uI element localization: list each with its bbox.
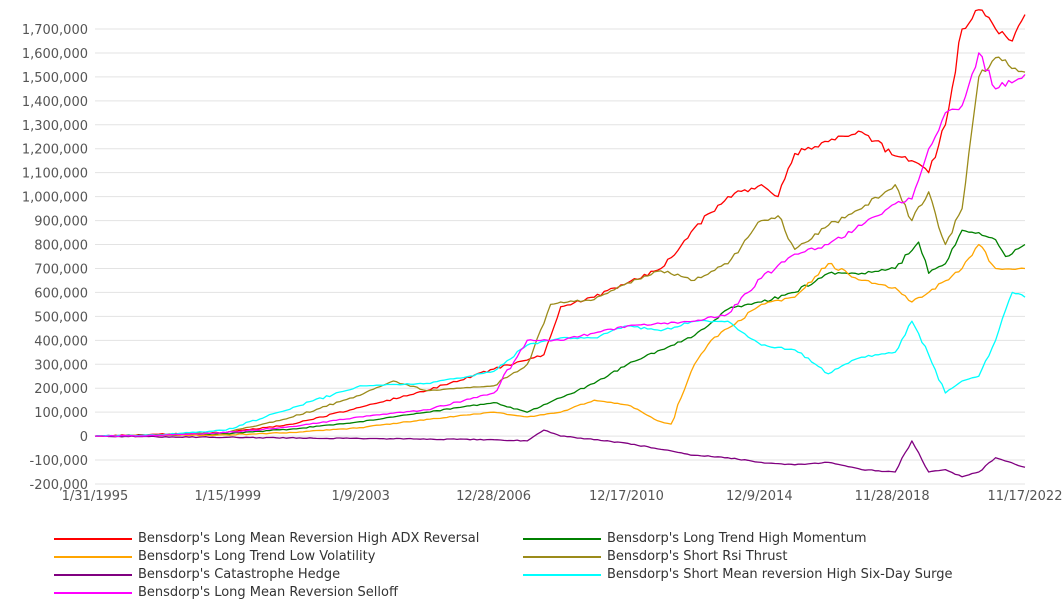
legend-label: Bensdorp's Long Trend High Momentum [607,531,867,546]
legend-label: Bensdorp's Long Mean Reversion Selloff [138,585,398,600]
series-line-0 [94,9,1026,437]
y-tick-label: 900,000 [34,215,88,230]
y-tick-label: 600,000 [34,286,88,301]
y-tick-label: 800,000 [34,239,88,254]
legend-swatch [523,537,601,540]
series-line-3 [94,56,1026,437]
y-tick-label: 1,600,000 [22,47,88,62]
legend-item-short-rsi-thrust[interactable]: Bensdorp's Short Rsi Thrust [523,548,983,565]
legend-item-trend-low-volatility[interactable]: Bensdorp's Long Trend Low Volatility [54,548,523,565]
x-tick-label: 1/31/1995 [62,489,129,504]
y-tick-label: 1,200,000 [22,143,88,158]
y-axis-ticks: 1,700,000 1,600,000 1,500,000 1,400,000 1,30… [22,23,88,493]
x-tick-label: 11/28/2018 [855,489,930,504]
series-line-2 [95,243,1026,438]
x-tick-label: 12/17/2010 [589,489,664,504]
legend-swatch [54,537,132,540]
legend-item-reversion-selloff[interactable]: Bensdorp's Long Mean Reversion Selloff [54,584,523,601]
legend-label: Bensdorp's Long Trend Low Volatility [138,549,376,564]
x-tick-label: 11/17/2022 [988,489,1063,504]
y-tick-label: 1,100,000 [22,167,88,182]
legend-label: Bensdorp's Short Rsi Thrust [607,549,788,564]
x-tick-label: 12/9/2014 [726,489,793,504]
y-tick-label: 1,300,000 [22,119,88,134]
y-tick-label: 400,000 [34,334,88,349]
series-line-4 [94,429,1026,478]
series-line-6 [95,52,1026,438]
y-tick-label: 200,000 [34,382,88,397]
y-tick-label: 1,000,000 [22,191,88,206]
y-tick-label: -100,000 [30,454,88,469]
legend-swatch [54,555,132,558]
line-chart: 1,700,000 1,600,000 1,500,000 1,400,000 1,30… [22,9,1063,504]
x-tick-label: 1/9/2003 [332,489,390,504]
legend-item-trend-high-momentum[interactable]: Bensdorp's Long Trend High Momentum [523,530,983,547]
y-tick-label: -200,000 [30,478,88,493]
legend-item-catastrophe-hedge[interactable]: Bensdorp's Catastrophe Hedge [54,566,523,583]
series-lines [94,9,1026,478]
legend-label: Bensdorp's Catastrophe Hedge [138,567,341,582]
y-tick-label: 700,000 [34,262,88,277]
y-tick-label: 1,700,000 [22,23,88,38]
chart-legend: Bensdorp's Long Mean Reversion High ADX … [54,530,1054,601]
legend-item-six-day-surge[interactable]: Bensdorp's Short Mean reversion High Six… [523,566,983,583]
y-tick-label: 0 [80,430,88,445]
legend-swatch [54,591,132,594]
legend-swatch [523,555,601,558]
grid-lines [95,28,1025,485]
y-tick-label: 300,000 [34,358,88,373]
y-tick-label: 100,000 [34,406,88,421]
y-tick-label: 1,500,000 [22,71,88,86]
x-axis-ticks: 1/31/1995 1/15/1999 1/9/2003 12/28/2006 12/1… [62,489,1063,504]
series-line-5 [94,291,1026,437]
legend-swatch [54,573,132,576]
legend-label: Bensdorp's Long Mean Reversion High ADX … [138,531,480,546]
y-tick-label: 500,000 [34,310,88,325]
legend-label: Bensdorp's Short Mean reversion High Six… [607,567,953,582]
x-tick-label: 12/28/2006 [456,489,531,504]
y-tick-label: 1,400,000 [22,95,88,110]
x-tick-label: 1/15/1999 [195,489,262,504]
series-line-1 [94,229,1026,437]
legend-item-adx-reversal[interactable]: Bensdorp's Long Mean Reversion High ADX … [54,530,523,547]
legend-swatch [523,573,601,576]
